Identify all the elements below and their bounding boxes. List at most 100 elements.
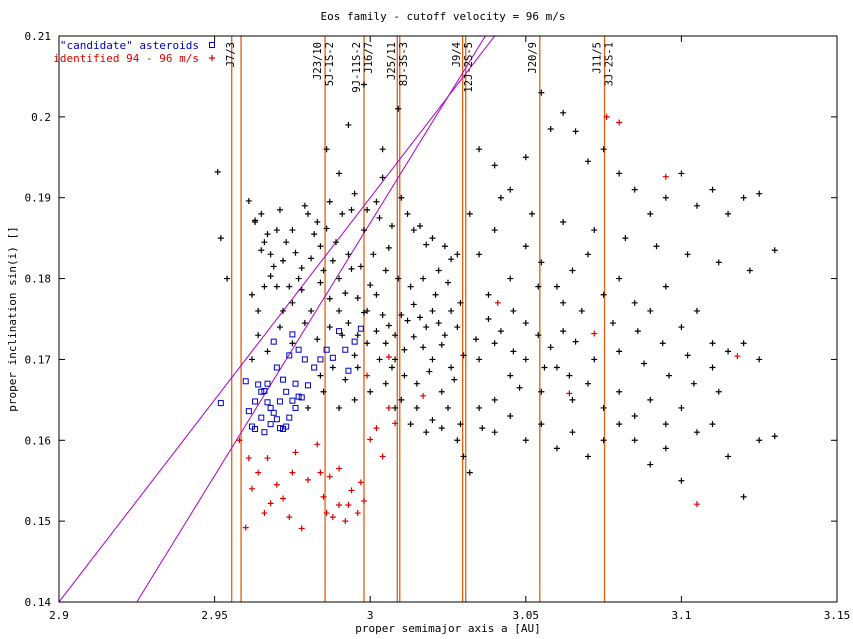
family-point <box>547 344 554 351</box>
family-point <box>407 421 414 428</box>
family-point <box>248 291 255 298</box>
identified-point <box>255 469 262 476</box>
family-point <box>289 340 296 347</box>
candidate-point <box>255 381 262 388</box>
family-point <box>466 210 473 217</box>
family-point <box>715 388 722 395</box>
family-point <box>438 341 445 348</box>
family-point <box>301 202 308 209</box>
family-point <box>435 320 442 327</box>
legend-marker-square <box>209 42 215 48</box>
family-point <box>298 265 305 272</box>
family-point <box>441 243 448 250</box>
y-tick-label: 0.16 <box>25 434 52 447</box>
family-point <box>647 396 654 403</box>
family-point <box>382 380 389 387</box>
y-tick-label: 0.21 <box>25 30 52 43</box>
family-point <box>572 128 579 135</box>
family-point <box>553 445 560 452</box>
family-point <box>725 453 732 460</box>
family-point <box>631 437 638 444</box>
family-point <box>479 425 486 432</box>
family-point <box>314 336 321 343</box>
y-tick-label: 0.17 <box>25 353 52 366</box>
candidate-point <box>323 346 330 353</box>
y-tick-label: 0.14 <box>25 596 52 609</box>
candidate-point <box>273 364 280 371</box>
family-point <box>401 346 408 353</box>
identified-point <box>261 510 268 517</box>
identified-point <box>336 465 343 472</box>
family-point <box>286 283 293 290</box>
family-point <box>647 461 654 468</box>
family-point <box>270 263 277 270</box>
family-point <box>429 307 436 314</box>
family-point <box>404 317 411 324</box>
family-point <box>360 309 367 316</box>
family-point <box>522 320 529 327</box>
family-point <box>616 170 623 177</box>
family-point <box>616 275 623 282</box>
family-point <box>326 295 333 302</box>
family-point <box>457 299 464 306</box>
identified-point <box>392 420 399 427</box>
family-point <box>354 332 361 339</box>
x-axis: 2.9 2.95 3 3.05 3.1 3.15 <box>49 36 850 622</box>
family-point <box>388 223 395 230</box>
identified-point <box>304 476 311 483</box>
family-point <box>429 417 436 424</box>
candidate-point <box>283 388 290 395</box>
family-point <box>662 421 669 428</box>
family-point <box>522 437 529 444</box>
family-point <box>529 210 536 217</box>
identified-point <box>323 510 330 517</box>
candidate-point <box>298 394 305 401</box>
family-point <box>376 214 383 221</box>
candidate-point <box>286 352 293 359</box>
family-point <box>485 291 492 298</box>
family-point <box>351 352 358 359</box>
identified-point <box>329 514 336 521</box>
family-point <box>445 404 451 411</box>
family-point <box>255 307 262 314</box>
family-point <box>435 267 442 274</box>
family-point <box>600 291 607 298</box>
family-point <box>252 218 259 225</box>
family-point <box>454 251 461 258</box>
family-point <box>416 314 423 321</box>
family-point <box>522 356 529 363</box>
x-tick-label: 3.15 <box>824 609 851 622</box>
family-point <box>345 320 352 327</box>
family-point <box>553 364 560 371</box>
family-point <box>395 275 402 282</box>
candidate-point <box>258 388 265 395</box>
family-point <box>258 247 265 254</box>
legend-label: identified 94 - 96 m/s <box>53 52 199 65</box>
candidate-point <box>311 364 318 371</box>
family-point <box>323 146 330 153</box>
family-point <box>538 421 545 428</box>
family-point <box>376 356 383 363</box>
family-point <box>507 275 514 282</box>
candidate-point <box>252 425 259 432</box>
identified-point <box>420 392 427 399</box>
resonance-label: J25/11 <box>386 42 398 80</box>
identified-point <box>292 449 299 456</box>
family-point <box>429 235 436 242</box>
family-point <box>566 372 573 379</box>
identified-point <box>242 524 249 531</box>
family-point <box>398 311 405 318</box>
family-point <box>631 299 638 306</box>
family-point <box>283 239 290 246</box>
family-point <box>647 210 654 217</box>
family-point <box>273 283 280 290</box>
family-point <box>224 275 231 282</box>
family-point <box>370 251 377 258</box>
family-point <box>740 194 747 201</box>
family-point <box>622 235 629 242</box>
identified-point <box>662 173 669 180</box>
identified-point <box>354 510 361 517</box>
family-point <box>420 275 427 282</box>
family-point <box>413 380 420 387</box>
